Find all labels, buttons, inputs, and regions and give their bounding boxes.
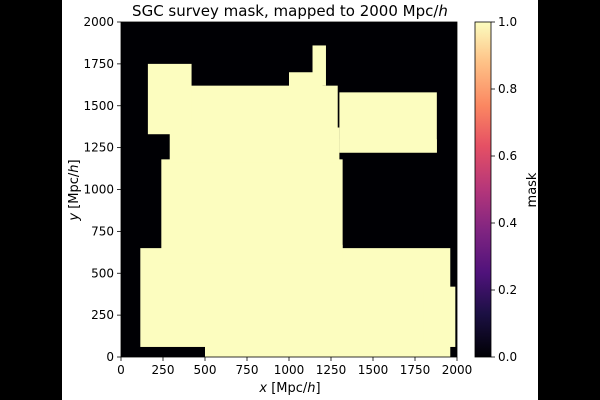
x-tick-label: 1500 bbox=[358, 363, 389, 377]
mask-region-upper-right-base bbox=[339, 139, 437, 153]
mask-region-10 bbox=[423, 286, 456, 347]
x-axis-label: x [Mpc/h] bbox=[258, 381, 320, 396]
colorbar bbox=[474, 21, 492, 358]
x-tick-label: 1750 bbox=[400, 363, 431, 377]
chart-title: SGC survey mask, mapped to 2000 Mpc/h bbox=[132, 2, 448, 20]
mask-region-5 bbox=[188, 85, 338, 140]
x-tick-label: 2000 bbox=[442, 363, 473, 377]
colorbar-tick-label: 0.6 bbox=[498, 149, 517, 163]
x-tick-label: 0 bbox=[117, 363, 125, 377]
figure: SGC survey mask, mapped to 2000 Mpc/h 0 2… bbox=[62, 0, 538, 400]
mask-region-1 bbox=[140, 248, 451, 347]
colorbar-ticks: 0.0 0.2 0.4 0.6 0.8 1.0 bbox=[491, 15, 517, 364]
x-axis: 0 250 500 750 1000 1250 1500 1750 2000 bbox=[117, 357, 472, 377]
colorbar-tick-label: 0.2 bbox=[498, 283, 517, 297]
colorbar-tick-label: 0.4 bbox=[498, 216, 517, 230]
mask-chart: SGC survey mask, mapped to 2000 Mpc/h 0 2… bbox=[67, 2, 538, 396]
plot-area bbox=[120, 21, 458, 358]
mask-region-7 bbox=[147, 63, 192, 135]
y-axis: 0 250 500 750 1000 1250 1500 1750 2000 bbox=[83, 15, 121, 364]
colorbar-tick-label: 0.8 bbox=[498, 82, 517, 96]
y-tick-label: 250 bbox=[91, 308, 114, 322]
x-tick-label: 500 bbox=[194, 363, 217, 377]
mask-region-3 bbox=[161, 159, 343, 264]
y-tick-label: 500 bbox=[91, 266, 114, 280]
y-tick-label: 2000 bbox=[83, 15, 114, 29]
x-tick-label: 750 bbox=[236, 363, 259, 377]
mask-region-9 bbox=[289, 72, 323, 93]
y-tick-label: 1250 bbox=[83, 141, 114, 155]
colorbar-label: mask bbox=[525, 172, 538, 207]
x-tick-label: 250 bbox=[152, 363, 175, 377]
y-tick-label: 0 bbox=[106, 350, 114, 364]
y-tick-label: 1000 bbox=[83, 183, 114, 197]
y-axis-label: y [Mpc/h] bbox=[67, 159, 82, 221]
colorbar-tick-label: 1.0 bbox=[498, 15, 517, 29]
y-tick-label: 750 bbox=[91, 224, 114, 238]
x-tick-label: 1000 bbox=[274, 363, 305, 377]
y-tick-label: 1500 bbox=[83, 99, 114, 113]
colorbar-tick-label: 0.0 bbox=[498, 350, 517, 364]
mask-gap bbox=[342, 156, 451, 245]
y-tick-label: 1750 bbox=[83, 57, 114, 71]
mask-region-2 bbox=[205, 343, 451, 357]
x-tick-label: 1250 bbox=[316, 363, 347, 377]
